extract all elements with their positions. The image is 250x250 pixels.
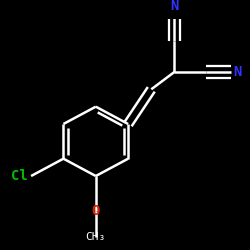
Text: Cl: Cl bbox=[11, 169, 28, 183]
Text: N: N bbox=[170, 0, 178, 13]
Text: O: O bbox=[92, 204, 100, 218]
Text: CH₃: CH₃ bbox=[86, 232, 106, 242]
Text: N: N bbox=[233, 65, 242, 79]
